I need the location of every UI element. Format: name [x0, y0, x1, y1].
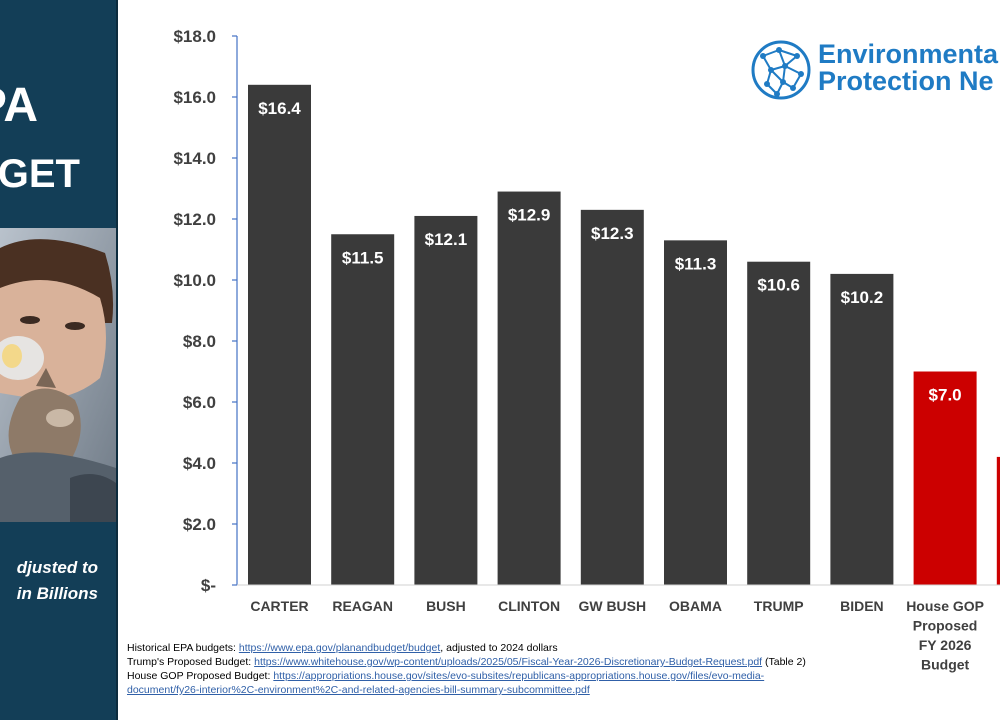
source-1-prefix: Historical EPA budgets: [127, 642, 239, 654]
y-tick-label: $6.0 [183, 393, 216, 412]
bar-2 [331, 234, 395, 585]
whitehouse-budget-link[interactable]: https://www.whitehouse.gov/wp-content/up… [254, 656, 763, 668]
bar-5 [580, 209, 644, 585]
source-1-suffix: , adjusted to 2024 dollars [440, 642, 558, 654]
logo-text-line2: Protection Ne [818, 66, 994, 96]
x-category-label: OBAMA [669, 598, 722, 614]
bar-data-label: $10.6 [757, 276, 800, 295]
house-gop-budget-link-cont[interactable]: document/fy26-interior%2C-environment%2C… [127, 684, 590, 696]
bar-4 [497, 191, 561, 586]
x-category-label: BIDEN [840, 598, 884, 614]
source-line-2: Trump's Proposed Budget: https://www.whi… [127, 655, 806, 669]
y-tick-label: $14.0 [173, 149, 216, 168]
source-line-1: Historical EPA budgets: https://www.epa.… [127, 641, 806, 655]
x-category-label: BUSH [426, 598, 466, 614]
y-tick-label: $2.0 [183, 515, 216, 534]
x-category-label: CARTER [250, 598, 308, 614]
source-2-suffix: (Table 2) [762, 656, 806, 668]
bar-1 [248, 84, 311, 586]
sidebar-edge [116, 0, 118, 720]
y-tick-label: $18.0 [173, 27, 216, 46]
sidebar-note-line1: djusted to [16, 558, 98, 577]
house-gop-budget-link[interactable]: https://appropriations.house.gov/sites/e… [273, 670, 765, 682]
x-category-label: FY 2026 [919, 637, 972, 653]
bar-10 [996, 456, 1000, 585]
bar-3 [414, 215, 478, 585]
bar-6 [664, 240, 727, 585]
epa-budget-link[interactable]: https://www.epa.gov/planandbudget/budget [238, 642, 441, 654]
x-category-label: Budget [921, 657, 970, 673]
x-category-label: REAGAN [332, 598, 393, 614]
source-2-prefix: Trump's Proposed Budget: [127, 656, 255, 668]
child-inhaler-photo [0, 228, 116, 522]
bar-data-label: $7.0 [929, 386, 962, 405]
y-tick-label: $16.0 [173, 88, 216, 107]
x-category-label: GW BUSH [578, 598, 646, 614]
network-globe-icon [751, 40, 811, 100]
sources-footnote: Historical EPA budgets: https://www.epa.… [127, 641, 806, 697]
sidebar-panel: PA GET [0, 0, 116, 720]
source-line-4: document/fy26-interior%2C-environment%2C… [127, 683, 806, 697]
sidebar-note-line2: in Billions [16, 584, 98, 603]
bar-8 [830, 273, 894, 585]
logo-text-line1: Environmenta [818, 39, 999, 69]
x-category-label: House GOP [906, 598, 984, 614]
y-tick-label: $8.0 [183, 332, 216, 351]
bar-9 [913, 371, 977, 585]
y-tick-label: $- [201, 576, 216, 595]
source-line-3: House GOP Proposed Budget: https://appro… [127, 669, 806, 683]
y-tick-label: $12.0 [173, 210, 216, 229]
y-tick-label: $10.0 [173, 271, 216, 290]
sidebar-title-line1: PA [0, 79, 38, 132]
bar-data-label: $16.4 [258, 99, 301, 118]
x-category-label: TRUMP [754, 598, 804, 614]
bar-data-label: $12.1 [425, 230, 468, 249]
bar-data-label: $12.3 [591, 224, 634, 243]
bar-7 [747, 261, 811, 585]
y-tick-label: $4.0 [183, 454, 216, 473]
x-category-label: CLINTON [498, 598, 560, 614]
epn-logo: Environmenta Protection Ne [749, 36, 1000, 104]
source-3-prefix: House GOP Proposed Budget: [127, 670, 274, 682]
bar-data-label: $10.2 [841, 288, 884, 307]
bar-data-label: $11.3 [675, 254, 717, 273]
x-category-label: Proposed [913, 618, 978, 634]
bar-data-label: $11.5 [342, 248, 384, 267]
sidebar-title-line2: GET [0, 152, 80, 196]
bar-data-label: $12.9 [508, 206, 551, 225]
